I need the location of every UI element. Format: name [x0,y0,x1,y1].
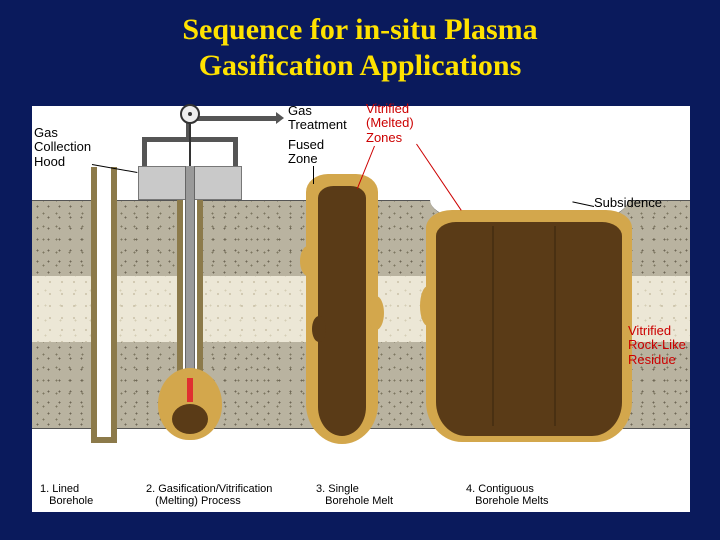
caption-num: 2. [146,483,155,495]
label-vitrified-zones: Vitrified (Melted) Zones [366,102,414,145]
label-line: Fused [288,138,324,152]
diagram: Gas Collection Hood Gas Treatment Fused … [32,106,690,512]
stage2-melt-core [172,404,208,434]
caption-3: 3. Single Borehole Melt [312,483,462,508]
label-line: Gas [34,126,91,140]
label-fused-zone: Fused Zone [288,138,324,167]
hood-arrow-icon [276,112,284,124]
stage4-halo-lumpL [420,286,436,326]
label-line: Collection [34,140,91,154]
leader-fused [313,166,314,184]
stage1-bore [97,167,111,437]
label-line: Gas [288,104,347,118]
plasma-tip-icon [187,378,193,402]
caption-l1: Single [328,483,359,495]
caption-l2: (Melting) Process [155,495,241,507]
caption-l1: Lined [52,483,79,495]
caption-l2: Borehole [49,495,93,507]
label-line: Vitrified [366,102,414,116]
label-line: Zone [288,152,324,166]
stage4-seam1 [492,226,494,426]
stage3-core-lump [312,316,326,342]
page-title: Sequence for in-situ Plasma Gasification… [0,0,720,90]
caption-l2: Borehole Melts [475,495,548,507]
label-line: Treatment [288,118,347,132]
caption-2: 2. Gasification/Vitrification (Melting) … [142,483,312,508]
label-gas-collection-hood: Gas Collection Hood [34,126,91,169]
stage3-lump2 [368,296,384,330]
pulley-dot-icon [188,112,192,116]
stage3-core [318,186,366,436]
stage3-lump1 [300,246,316,276]
caption-1: 1. Lined Borehole [32,483,142,508]
caption-num: 3. [316,483,325,495]
caption-l1: Gasification/Vitrification [158,483,272,495]
caption-num: 4. [466,483,475,495]
diagram-panel: Gas Collection Hood Gas Treatment Fused … [32,106,690,512]
label-line: (Melted) [366,116,414,130]
caption-4: 4. Contiguous Borehole Melts [462,483,672,508]
hood-right-v [233,137,238,167]
caption-row: 1. Lined Borehole 2. Gasification/Vitrif… [32,483,690,508]
title-line2: Gasification Applications [20,48,700,84]
label-gas-treatment: Gas Treatment [288,104,347,133]
label-vitrified-residue: Vitrified Rock-Like Residue [628,324,686,367]
label-line: Vitrified [628,324,686,338]
title-line1: Sequence for in-situ Plasma [20,12,700,48]
label-line: Hood [34,155,91,169]
caption-l2: Borehole Melt [325,495,393,507]
label-line: Residue [628,353,686,367]
stage4-core [436,222,622,436]
stage2-pipe [185,166,195,380]
caption-l1: Contiguous [478,483,534,495]
label-line: Rock-Like [628,338,686,352]
label-line: Zones [366,131,414,145]
stage4-seam2 [554,226,556,426]
caption-num: 1. [40,483,49,495]
label-subsidence: Subsidence [594,196,662,210]
